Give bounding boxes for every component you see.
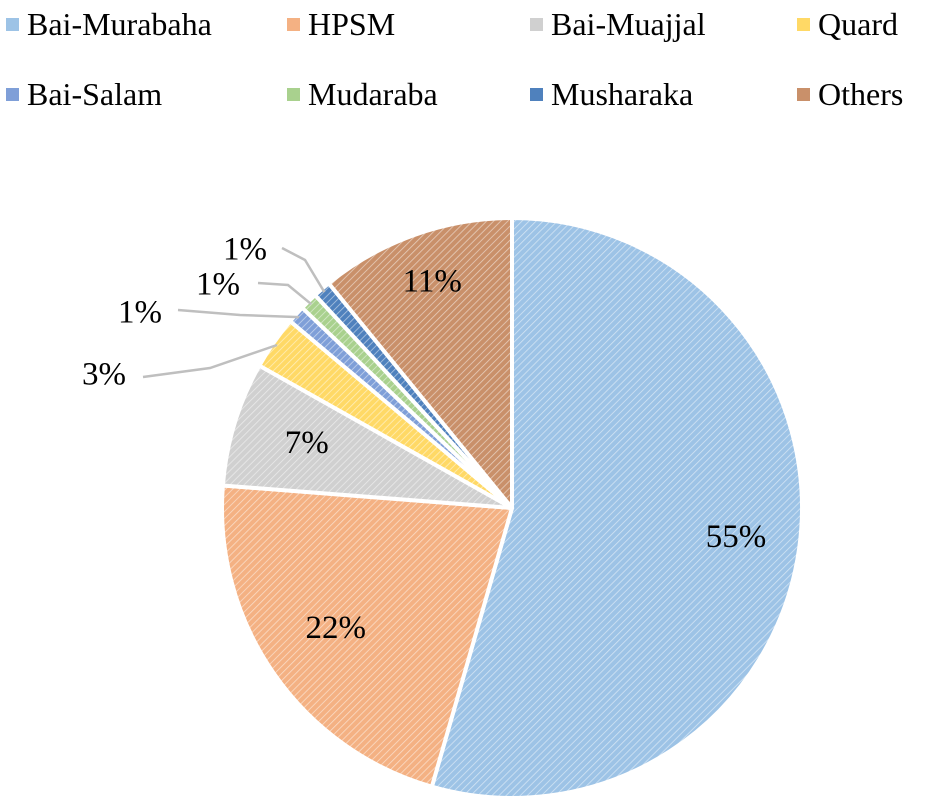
pie-chart: 55%22%7%3%1%1%1%11% <box>82 216 804 800</box>
legend-label-musharaka: Musharaka <box>551 76 694 112</box>
legend-item-hpsm: HPSM <box>287 2 395 46</box>
legend-swatch-hpsm <box>287 17 300 31</box>
leader-line-musharaka <box>281 246 326 293</box>
slice-label-musharaka: 1% <box>223 232 267 268</box>
legend-swatch-bai-murabaha <box>6 17 19 31</box>
legend-item-bai-salam: Bai-Salam <box>6 72 162 116</box>
legend-swatch-mudaraba <box>287 87 300 101</box>
legend-item-musharaka: Musharaka <box>530 72 693 116</box>
chart-legend: Bai-Murabaha HPSM Bai-Muajjal Quard Bai-… <box>0 0 925 130</box>
legend-label-mudaraba: Mudaraba <box>308 76 438 112</box>
slice-label-bai-murabaha: 55% <box>706 519 767 555</box>
legend-label-quard: Quard <box>818 6 898 42</box>
legend-swatch-bai-salam <box>6 87 19 101</box>
legend-item-bai-murabaha: Bai-Murabaha <box>6 2 212 46</box>
pie-slice-hpsm <box>220 483 514 789</box>
legend-label-bai-muajjal: Bai-Muajjal <box>551 6 706 42</box>
slice-label-bai-muajjal: 7% <box>285 425 329 461</box>
pie-slice-bai-murabaha <box>429 216 804 800</box>
slice-label-hpsm: 22% <box>305 610 366 646</box>
leader-line-quard <box>142 343 278 379</box>
legend-item-mudaraba: Mudaraba <box>287 72 438 116</box>
pie-slice-others <box>326 216 514 510</box>
leader-line-mudaraba <box>257 281 313 306</box>
slice-label-mudaraba: 1% <box>196 267 240 303</box>
legend-swatch-quard <box>797 17 810 31</box>
slice-labels: 55%22%7%3%1%1%1%11% <box>82 232 766 646</box>
legend-label-bai-salam: Bai-Salam <box>27 76 163 112</box>
legend-item-bai-muajjal: Bai-Muajjal <box>530 2 706 46</box>
leader-line-bai-salam <box>177 308 300 319</box>
pie-slice-bai-muajjal <box>220 363 514 510</box>
legend-label-hpsm: HPSM <box>308 6 396 42</box>
legend-swatch-musharaka <box>530 87 543 101</box>
slice-label-others: 11% <box>403 264 462 300</box>
slice-label-quard: 3% <box>82 357 126 393</box>
leader-lines <box>142 246 326 379</box>
legend-swatch-bai-muajjal <box>530 17 543 31</box>
legend-item-others: Others <box>797 72 903 116</box>
pie-slices <box>220 216 804 800</box>
legend-item-quard: Quard <box>797 2 898 46</box>
legend-label-others: Others <box>818 76 904 112</box>
legend-label-bai-murabaha: Bai-Murabaha <box>27 6 212 42</box>
slice-label-bai-salam: 1% <box>118 295 162 331</box>
legend-swatch-others <box>797 87 810 101</box>
